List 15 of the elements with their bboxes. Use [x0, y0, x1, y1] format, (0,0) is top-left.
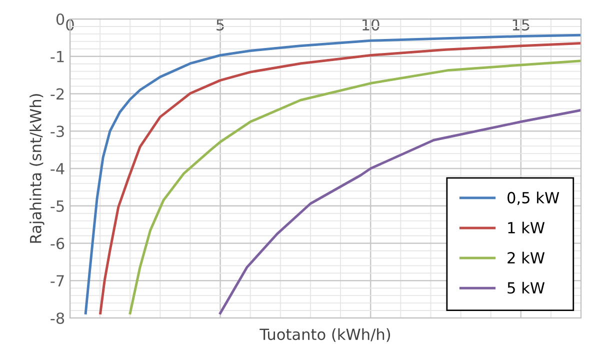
legend-label: 5 kW	[508, 282, 545, 294]
line-series	[219, 108, 581, 314]
legend-label: 2 kW	[508, 252, 545, 264]
y-tick-label: -7	[50, 275, 64, 286]
legend-label: 1 kW	[508, 222, 545, 234]
y-tick-label: -5	[50, 200, 64, 212]
y-tick-label: -8	[50, 312, 64, 324]
y-tick-label: -4	[50, 163, 64, 174]
x-axis-title: Tuotanto (kWh/h)	[260, 328, 390, 342]
y-tick-label: -2	[50, 88, 64, 100]
legend-label: 0,5 kW	[508, 192, 560, 206]
y-tick-label: -1	[50, 51, 64, 62]
y-tick-label: -3	[50, 126, 64, 138]
y-axis-title: Rajahinta (snt/kWh)	[30, 94, 44, 243]
y-tick-label: -6	[50, 238, 64, 250]
